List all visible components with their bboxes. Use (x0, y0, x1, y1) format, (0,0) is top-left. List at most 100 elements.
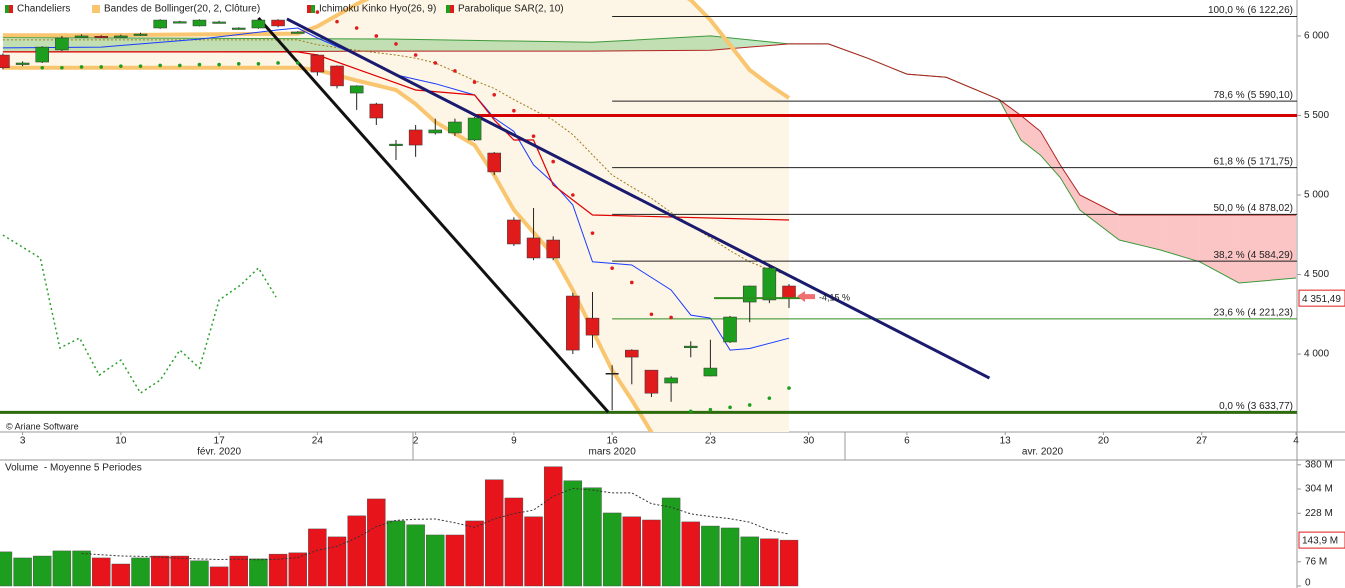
sar-dot (79, 65, 84, 69)
legend-swatch (446, 5, 450, 13)
volume-bar (622, 516, 641, 587)
last-volume-tag (1298, 531, 1345, 549)
sar-dot (472, 80, 477, 84)
x-tick-label: 9 (511, 436, 517, 447)
volume-bar (583, 487, 602, 587)
candle-body (330, 65, 344, 87)
volume-bar (563, 480, 583, 587)
sar-dot (649, 312, 654, 317)
candle-body (664, 377, 678, 384)
legend-swatch (450, 5, 454, 13)
volume-bar (602, 512, 622, 587)
senkou-b-line (2, 43, 1296, 216)
y-tick-label: 0 (1305, 578, 1311, 588)
volume-bar (72, 550, 91, 587)
volume-bar (445, 534, 465, 587)
sar-dot (492, 92, 497, 97)
candle-body (192, 19, 207, 27)
x-tick-label: 6 (904, 436, 910, 447)
candle-body (173, 21, 187, 24)
candle-body (153, 19, 167, 29)
sar-dot (236, 61, 241, 66)
candle-body (114, 35, 128, 38)
sar-dot (787, 386, 791, 390)
volume-bar (33, 555, 52, 587)
y-tick-label: 380 M (1305, 459, 1333, 470)
volume-bar (386, 520, 406, 587)
candle-body (133, 33, 148, 36)
sar-dot (295, 61, 300, 65)
cloud-fill (1160, 215, 1200, 262)
x-tick-label: 20 (1098, 436, 1110, 447)
volume-bar (406, 524, 425, 587)
x-tick-label: 13 (1000, 436, 1012, 447)
volume-average (81, 487, 790, 561)
volume-bar (779, 539, 799, 587)
copyright: © Ariane Software (6, 421, 79, 431)
fibonacci-label: 61,8 % (5 171,75) (1214, 156, 1294, 167)
candle-body (428, 129, 443, 134)
price-plot (0, 0, 1297, 432)
sar-dot (512, 108, 516, 113)
legend-swatch (5, 5, 9, 13)
candle-body (232, 27, 246, 30)
sar-dot (138, 64, 143, 68)
candle-body (310, 54, 325, 73)
sar-dot (256, 61, 261, 66)
sar-dot (610, 266, 614, 270)
sar-dot (158, 63, 162, 68)
candle-body (723, 316, 737, 343)
volume-bar (347, 515, 366, 587)
volume-bar (524, 516, 543, 587)
sar-dot (40, 65, 45, 70)
cloud-fill (1040, 131, 1061, 178)
volume-bar (543, 466, 563, 587)
candle-body (507, 219, 521, 245)
legend-label: Parabolique SAR(2, 10) (458, 4, 564, 15)
sar-dot (747, 403, 752, 407)
change-label: -4,15 % (819, 293, 850, 303)
candle-body (644, 369, 659, 394)
candle-body (290, 31, 305, 34)
legend-label: Ichimoku Kinko Hyo(26, 9) (319, 4, 436, 15)
candle-body (585, 317, 600, 336)
candle-body (74, 35, 89, 38)
x-tick-label: 2 (413, 436, 419, 447)
sar-dot (669, 315, 673, 320)
bollinger-upper (2, 0, 791, 100)
sar-dot (197, 62, 202, 67)
candle-body (349, 85, 364, 94)
candle-body (762, 267, 777, 301)
candle-body (605, 372, 619, 375)
candle-body (94, 36, 108, 39)
cloud-fill (1199, 215, 1240, 283)
last-price-tag (1298, 289, 1345, 307)
sar-dot (728, 405, 732, 410)
cloud-fill (199, 38, 396, 52)
volume-bar (426, 534, 445, 587)
sar-dot (60, 65, 64, 70)
volume-bar (465, 520, 484, 587)
candle-body (625, 349, 639, 358)
volume-bar (209, 566, 229, 587)
candle-body (55, 37, 69, 51)
x-tick-label: 16 (607, 436, 619, 447)
cloud-fill (1119, 215, 1161, 251)
sar-dot (335, 19, 339, 24)
fibonacci-label: 78,6 % (5 590,10) (1214, 90, 1294, 101)
cloud-fill (1060, 164, 1080, 210)
sar-dot (433, 61, 438, 65)
last-price-arrow (797, 291, 816, 303)
candle-body (566, 295, 580, 351)
legend-swatch (307, 5, 311, 13)
candle-body (271, 19, 285, 27)
volume-bar (701, 525, 720, 587)
y-tick-label: 5 000 (1304, 190, 1329, 201)
y-tick-label: 4 500 (1304, 269, 1329, 280)
sar-dot (217, 62, 221, 67)
volume-bar (92, 557, 111, 587)
candle-body (389, 143, 403, 146)
month-label: avr. 2020 (1022, 447, 1064, 458)
month-label: févr. 2020 (197, 447, 241, 458)
